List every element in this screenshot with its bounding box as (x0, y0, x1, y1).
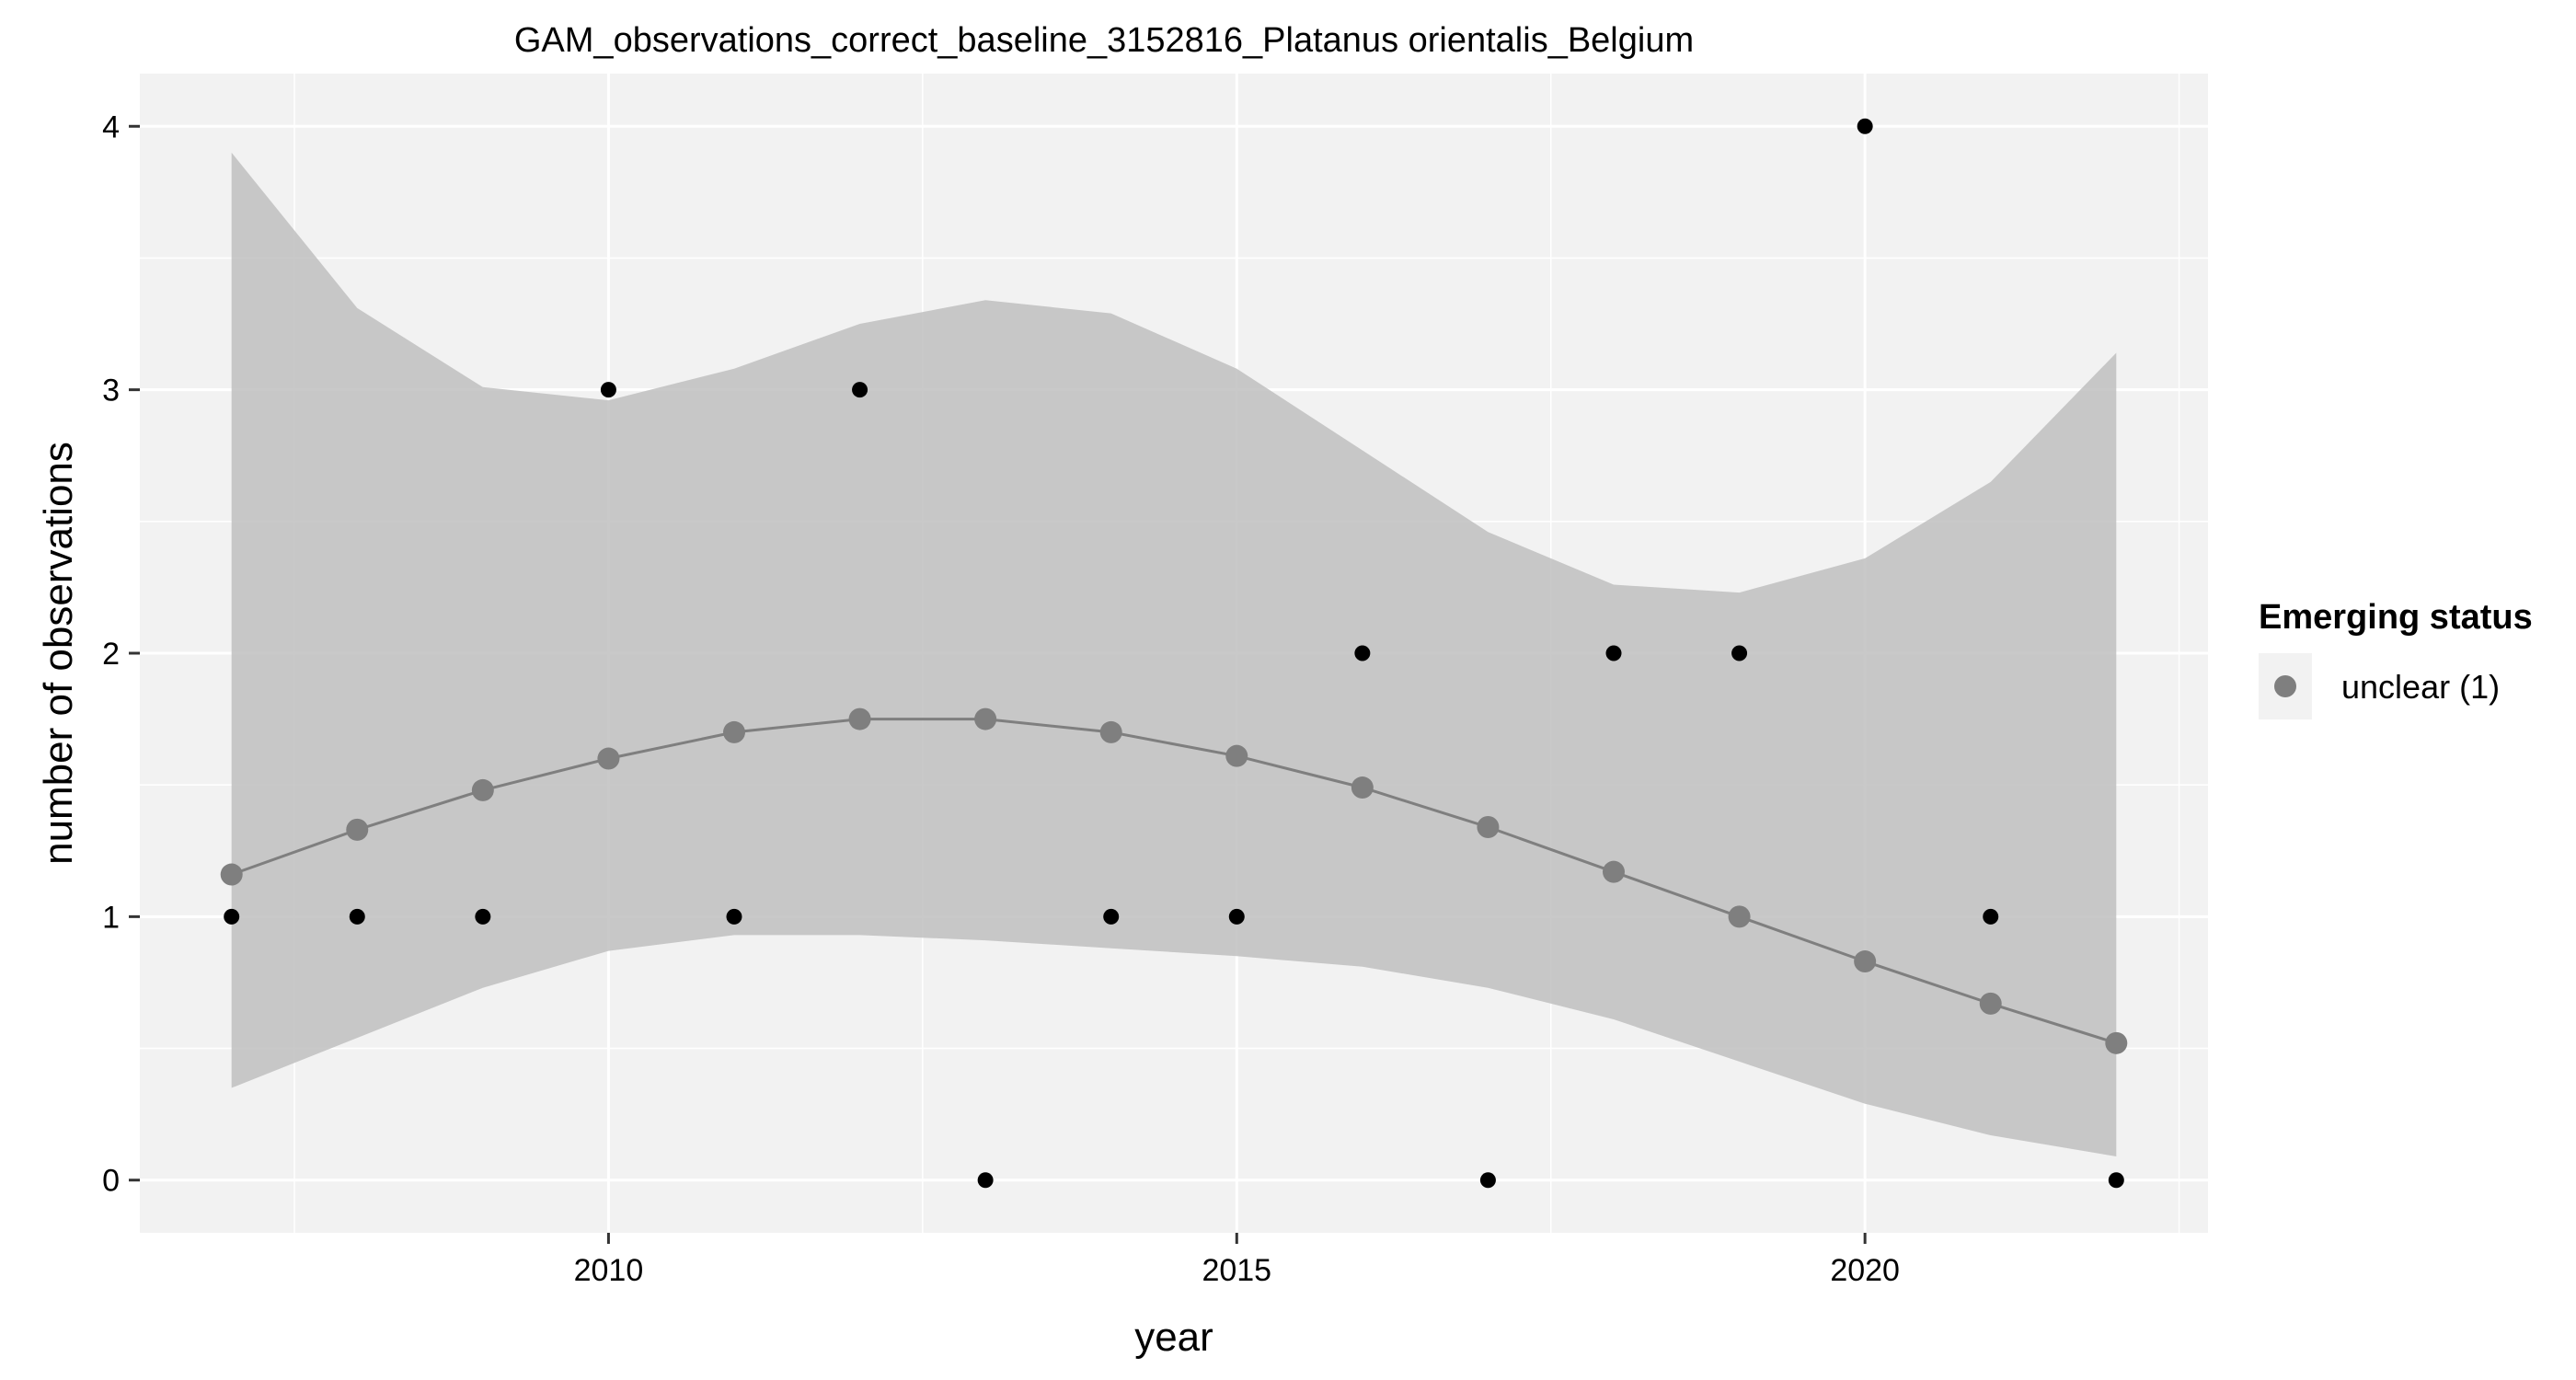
x-tick-label: 2010 (574, 1253, 644, 1288)
fitted-point (1603, 860, 1626, 883)
observed-point (1354, 645, 1371, 661)
fitted-point (722, 720, 745, 743)
observed-point (600, 382, 616, 398)
observed-point (1605, 645, 1622, 661)
legend-title: Emerging status (2259, 598, 2533, 637)
observed-points-layer (224, 118, 2124, 1189)
fitted-point (1477, 816, 1500, 838)
fitted-point (597, 747, 620, 770)
confidence-ribbon-layer (231, 152, 2117, 1156)
observed-point (475, 908, 491, 925)
fitted-point (1099, 720, 1122, 743)
observed-point (1228, 908, 1245, 925)
observed-point (1103, 908, 1120, 925)
y-axis: 0 1 2 3 4 (102, 109, 140, 1199)
legend-key-dot (2274, 675, 2296, 697)
observed-point (726, 908, 742, 925)
y-tick-label: 2 (102, 637, 120, 672)
fitted-point (1225, 744, 1248, 767)
observed-point (852, 382, 868, 398)
y-tick-label: 3 (102, 374, 120, 408)
observed-point (1857, 118, 1873, 134)
fitted-point (346, 818, 369, 841)
observed-point (1479, 1172, 1496, 1189)
legend: Emerging status unclear (1) (2259, 598, 2533, 719)
fit-line-layer (220, 707, 2128, 1054)
fit-line (231, 718, 2117, 1045)
fitted-point (1351, 776, 1374, 799)
fitted-point (848, 707, 871, 730)
observed-point (349, 908, 365, 925)
observed-point (977, 1172, 994, 1189)
y-axis-title: number of observations (36, 442, 81, 865)
fitted-point (1979, 992, 2002, 1015)
chart-title: GAM_observations_correct_baseline_315281… (514, 21, 1694, 60)
fitted-point (471, 778, 494, 801)
y-tick-label: 0 (102, 1164, 120, 1199)
x-axis-title: year (1134, 1315, 1213, 1360)
y-tick-label: 4 (102, 109, 120, 144)
y-tick-label: 1 (102, 900, 120, 935)
observed-point (224, 908, 240, 925)
observed-point (1731, 645, 1748, 661)
confidence-ribbon (231, 152, 2117, 1156)
fitted-point (1728, 905, 1751, 928)
fitted-point (974, 707, 997, 730)
fitted-point (220, 863, 243, 886)
x-tick-label: 2015 (1202, 1253, 1271, 1288)
x-tick-label: 2020 (1830, 1253, 1900, 1288)
legend-label: unclear (1) (2341, 668, 2500, 706)
x-axis: 2010 2015 2020 (574, 1233, 1900, 1288)
fitted-point (2105, 1031, 2128, 1054)
observed-point (1983, 908, 1999, 925)
observed-point (2108, 1172, 2124, 1189)
fitted-point (1854, 950, 1877, 973)
